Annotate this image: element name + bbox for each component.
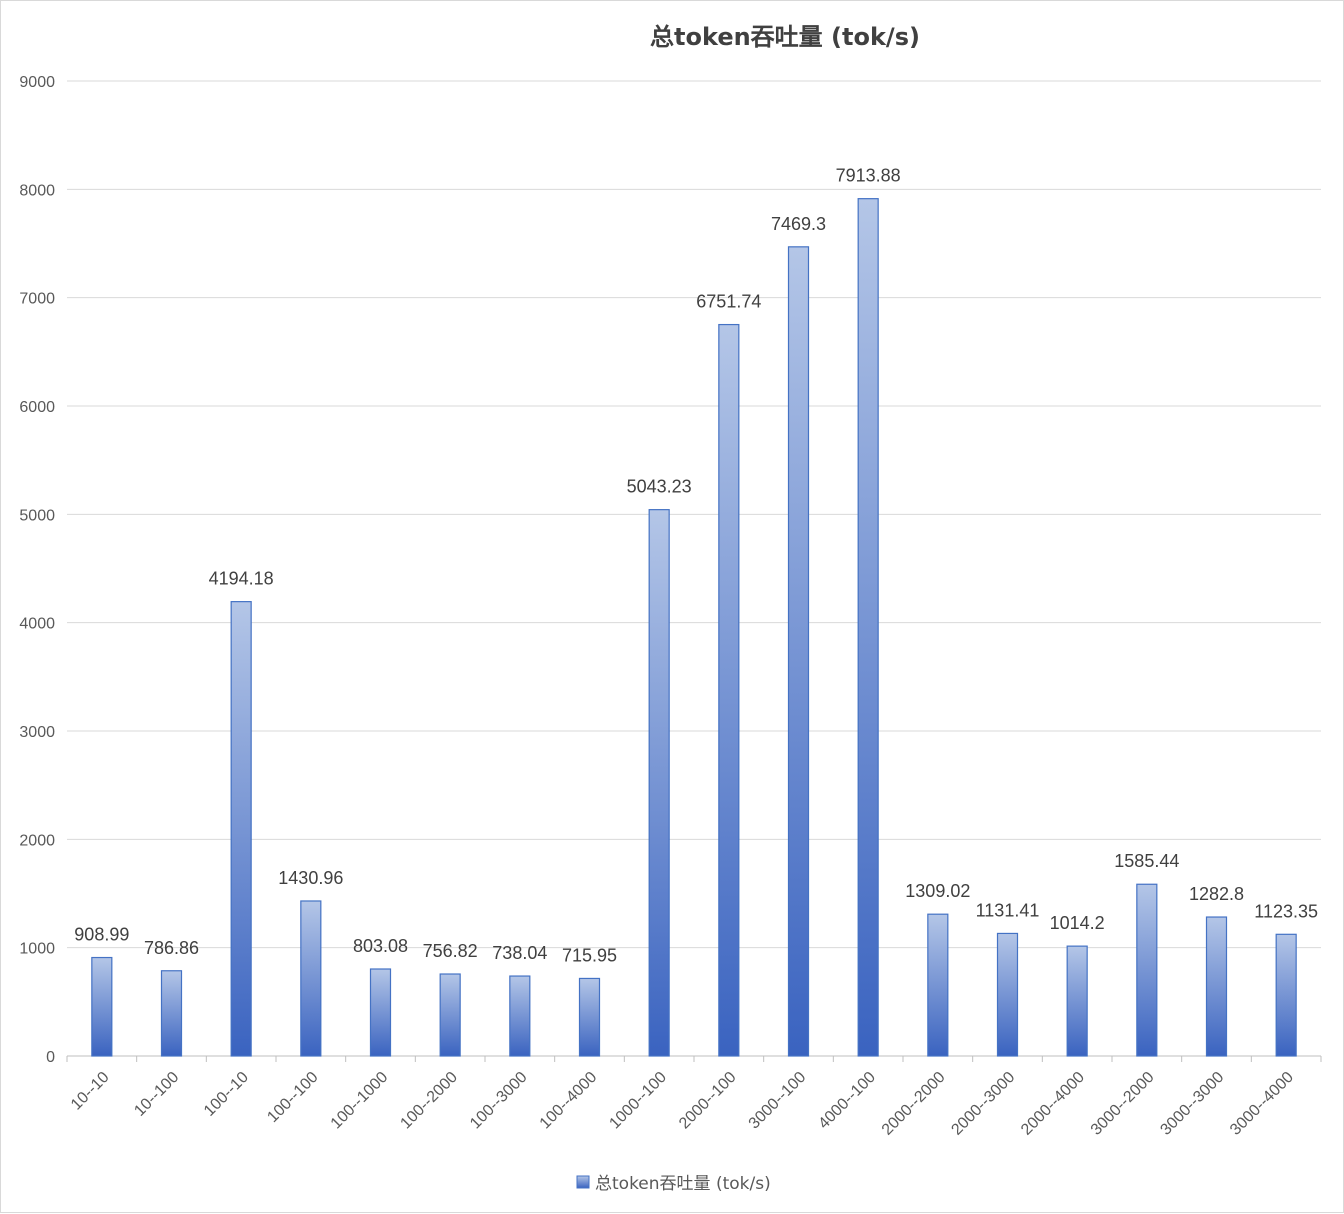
x-tick-label: 100--4000: [537, 1069, 601, 1133]
x-tick-label: 1000--100: [606, 1069, 670, 1133]
bar: [996, 932, 1019, 1057]
bar: [787, 246, 810, 1057]
x-tick-label: 100--2000: [397, 1069, 461, 1133]
x-tick-label: 3000--3000: [1157, 1069, 1227, 1139]
data-label: 1131.41: [976, 900, 1040, 920]
bar: [160, 970, 183, 1057]
chart-title: 总token吞吐量 (tok/s): [650, 23, 920, 51]
x-tick-label: 10--10: [68, 1069, 113, 1114]
data-label: 756.82: [423, 941, 478, 961]
bar: [230, 601, 252, 1057]
x-tick-label: 2000--3000: [948, 1069, 1018, 1139]
data-label: 1430.96: [278, 868, 343, 888]
bar: [1205, 916, 1228, 1057]
bar: [718, 323, 740, 1057]
legend-swatch: [576, 1175, 590, 1189]
bars: [91, 198, 1297, 1057]
y-tick-label: 7000: [19, 291, 55, 308]
y-tick-label: 9000: [19, 74, 55, 91]
data-label: 7913.88: [836, 166, 901, 186]
data-label: 715.95: [562, 945, 617, 965]
x-tick-label: 3000--4000: [1227, 1069, 1297, 1139]
y-tick-label: 0: [46, 1049, 55, 1066]
legend-label: 总token吞吐量 (tok/s): [595, 1174, 771, 1194]
bar: [1275, 933, 1297, 1057]
data-label: 908.99: [74, 925, 129, 945]
x-tick-label: 100--3000: [467, 1069, 531, 1133]
bar: [648, 509, 670, 1057]
y-axis-ticks: 0 1000 2000 3000 4000 5000 6000 7000 8000 9000: [19, 74, 55, 1066]
x-tick-label: 10--100: [131, 1069, 182, 1120]
data-labels: 908.99 786.86 4194.18 1430.96 803.08 756.82 73…: [74, 166, 1318, 966]
x-tick-label: 2000--4000: [1018, 1069, 1088, 1139]
y-tick-label: 4000: [19, 616, 55, 633]
bar: [300, 900, 322, 1057]
bar: [927, 913, 949, 1057]
data-label: 738.04: [492, 943, 547, 963]
bar: [509, 975, 531, 1057]
data-label: 5043.23: [627, 477, 692, 497]
data-label: 786.86: [144, 938, 199, 958]
data-label: 1014.2: [1050, 913, 1105, 933]
bar: [439, 973, 461, 1057]
x-tick-label: 100--1000: [328, 1069, 392, 1133]
data-label: 6751.74: [696, 292, 761, 312]
y-tick-label: 8000: [19, 182, 55, 199]
data-label: 1123.35: [1254, 901, 1318, 921]
y-tick-label: 3000: [19, 724, 55, 741]
data-label: 4194.18: [209, 569, 274, 589]
bar: [369, 968, 392, 1057]
data-label: 1585.44: [1114, 851, 1179, 871]
x-tick-label: 100--10: [201, 1069, 252, 1120]
y-tick-label: 6000: [19, 399, 55, 416]
x-tick-label: 2000--100: [676, 1069, 740, 1133]
data-label: 7469.3: [771, 214, 826, 234]
bar: [578, 977, 601, 1057]
y-tick-label: 5000: [19, 507, 55, 524]
data-label: 803.08: [353, 936, 408, 956]
legend: 总token吞吐量 (tok/s): [576, 1174, 771, 1194]
y-tick-label: 1000: [19, 941, 55, 958]
bar: [91, 956, 113, 1057]
bar: [857, 198, 879, 1057]
bar: [1066, 945, 1088, 1057]
x-tick-label: 2000--2000: [879, 1069, 949, 1139]
x-tick-label: 100--100: [264, 1069, 321, 1126]
x-axis-ticks: 10--10 10--100 100--10 100--100 100--1000 100…: [66, 1056, 1322, 1139]
data-label: 1309.02: [905, 881, 970, 901]
data-label: 1282.8: [1189, 884, 1244, 904]
x-tick-label: 4000--100: [815, 1069, 879, 1133]
y-tick-label: 2000: [19, 832, 55, 849]
bar: [1136, 883, 1158, 1057]
x-tick-label: 3000--100: [746, 1069, 810, 1133]
x-tick-label: 3000--2000: [1088, 1069, 1158, 1139]
